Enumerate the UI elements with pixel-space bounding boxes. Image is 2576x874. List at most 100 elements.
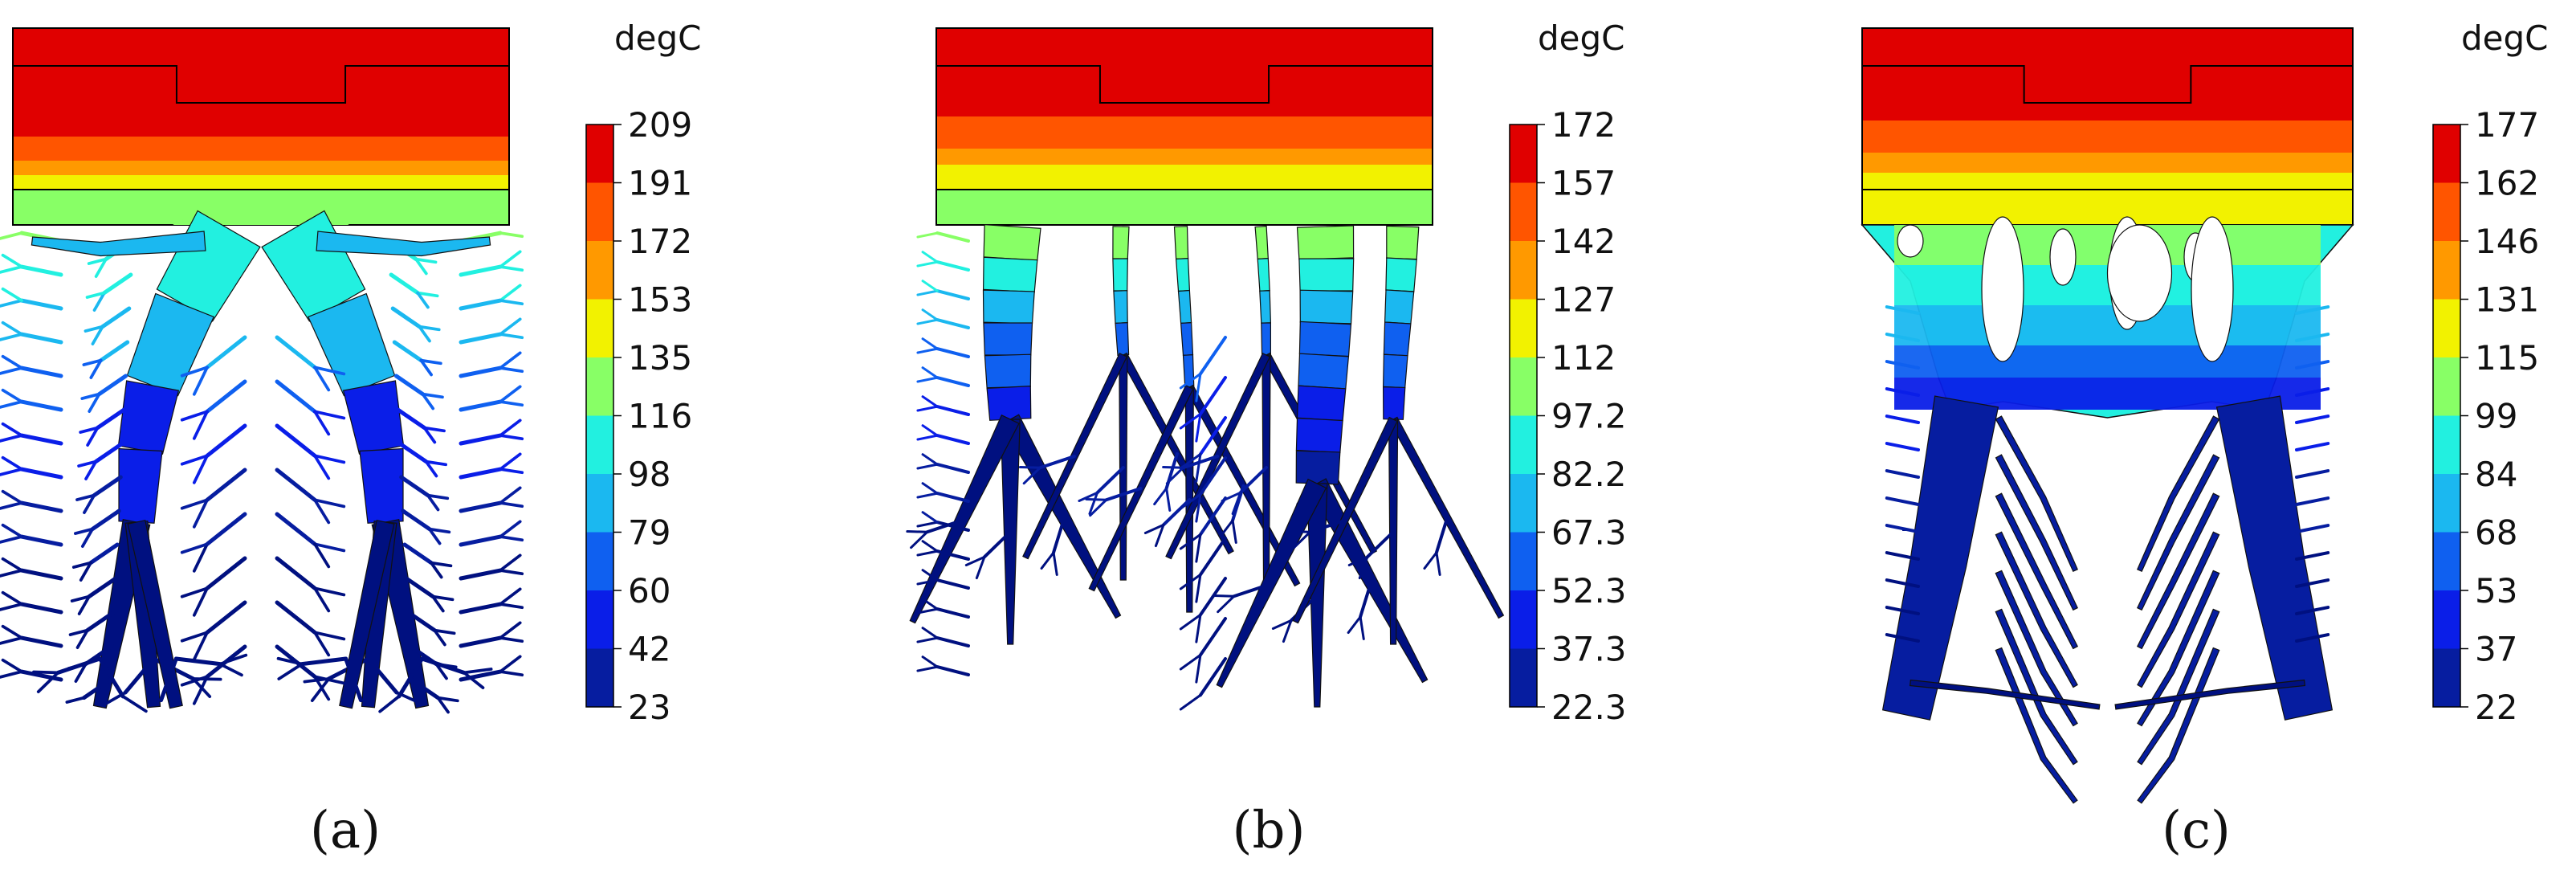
fin-branch (499, 587, 522, 606)
temperature-band (1862, 190, 2353, 225)
fin-branch (921, 482, 939, 495)
colorbar-tick-label: 162 (2475, 164, 2539, 203)
fin-branch (92, 475, 123, 498)
fin-branch (499, 265, 524, 272)
fin-branch (390, 306, 422, 329)
colorbar-segment (586, 590, 613, 649)
colorbar-tick-label: 53 (2475, 571, 2517, 611)
fin-branch (123, 656, 157, 695)
fin-branch (1195, 653, 1202, 684)
inner-fin-channel (1995, 570, 2078, 727)
fin-branch (1195, 452, 1202, 483)
fin-branch (499, 351, 522, 370)
colorbar-segment (1510, 357, 1537, 416)
fin-branch (1213, 594, 1236, 598)
colorbar-tick-label: 37.3 (1551, 630, 1627, 669)
colorbar-segment (2433, 648, 2460, 708)
finger-fin-channel (1177, 289, 1192, 325)
fin-branch (87, 257, 108, 265)
fin-branch (84, 643, 115, 667)
fin-branch (1885, 469, 1920, 479)
fin-branch (0, 366, 23, 375)
finger-fin-channel (1261, 322, 1272, 356)
panel-label: (b) (1233, 801, 1306, 860)
fin-branch (87, 576, 118, 599)
fin-branch (0, 636, 23, 645)
fin-branch (430, 561, 443, 579)
fin-branch (916, 607, 939, 615)
fin-branch (36, 671, 60, 693)
fin-branch (205, 556, 247, 590)
main-fin-channel (261, 210, 366, 322)
colorbar-unit-label: degC (614, 18, 702, 58)
fin-branch (73, 527, 95, 535)
colorbar-segment (586, 182, 613, 242)
colorbar-segment (1510, 474, 1537, 533)
colorbar-segment (586, 474, 613, 533)
colorbar-tick-label: 22.3 (1551, 688, 1627, 727)
fin-branch (0, 231, 23, 240)
fin-branch (416, 291, 430, 309)
fin-branch (459, 568, 503, 581)
fin-branch (313, 366, 331, 392)
fin-branch (499, 366, 524, 374)
temperature-band (936, 28, 1433, 116)
heat-block-outline (935, 27, 1433, 226)
inner-fin-channel (1995, 647, 2078, 804)
fin-branch (2295, 578, 2330, 588)
fin-branch (2295, 442, 2330, 451)
inner-fin-channel (2137, 608, 2220, 766)
fin-branch (921, 337, 939, 350)
fin-branch (459, 635, 503, 648)
lower-fin-channel (339, 519, 395, 709)
fin-branch (1052, 551, 1058, 576)
bottom-fin-channel (2114, 679, 2306, 710)
fin-branch (935, 607, 970, 619)
finger-fin-channel (1175, 257, 1191, 292)
finger-fin-channel (1257, 257, 1270, 292)
fin-branch (1885, 496, 1920, 506)
fin-branch (84, 325, 104, 333)
panel-label: (a) (310, 801, 381, 860)
fin-branch (424, 459, 448, 467)
fin-branch (180, 454, 209, 466)
fin-branch (499, 670, 524, 677)
fin-branch (459, 399, 503, 412)
fin-branch (1423, 551, 1438, 570)
fin-branch (499, 452, 522, 471)
fin-branch (99, 340, 130, 363)
colorbar-segment (1510, 590, 1537, 649)
fin-branch (88, 542, 120, 566)
fin-branch (935, 289, 970, 300)
finger-fin-channel (1259, 290, 1272, 324)
fin-branch (416, 291, 439, 298)
fin-branch (365, 656, 399, 695)
mesh-band (1894, 225, 2321, 265)
fin-branch (393, 374, 425, 397)
colorbar-tick-label: 82.2 (1551, 455, 1627, 494)
finger-fin-channel (1254, 225, 1269, 260)
fin-branch (2295, 305, 2330, 315)
finger-fin-channel (1383, 321, 1412, 357)
fin-branch (121, 695, 148, 713)
fin-branch (499, 231, 524, 239)
colorbar-tick-label: 135 (628, 338, 692, 378)
fin-branch (935, 492, 970, 503)
fin-branch (433, 628, 446, 647)
fin-branch (399, 475, 430, 498)
colorbar-segment (586, 415, 613, 475)
fin-branch (1231, 519, 1237, 544)
finger-fin-channel (1113, 290, 1128, 324)
fin-branch (925, 519, 964, 534)
fin-branch (192, 675, 209, 705)
fin-branch (916, 549, 939, 557)
inner-fin-channel (2137, 647, 2220, 804)
fin-branch (0, 299, 23, 308)
fin-branch (313, 366, 346, 376)
fin-branch (19, 264, 63, 277)
fin-branch (1885, 333, 1920, 342)
fin-branch (2295, 387, 2330, 397)
colorbar-tick-label: 153 (628, 280, 692, 320)
finger-fin-channel (1112, 226, 1130, 259)
fin-branch (0, 602, 23, 611)
